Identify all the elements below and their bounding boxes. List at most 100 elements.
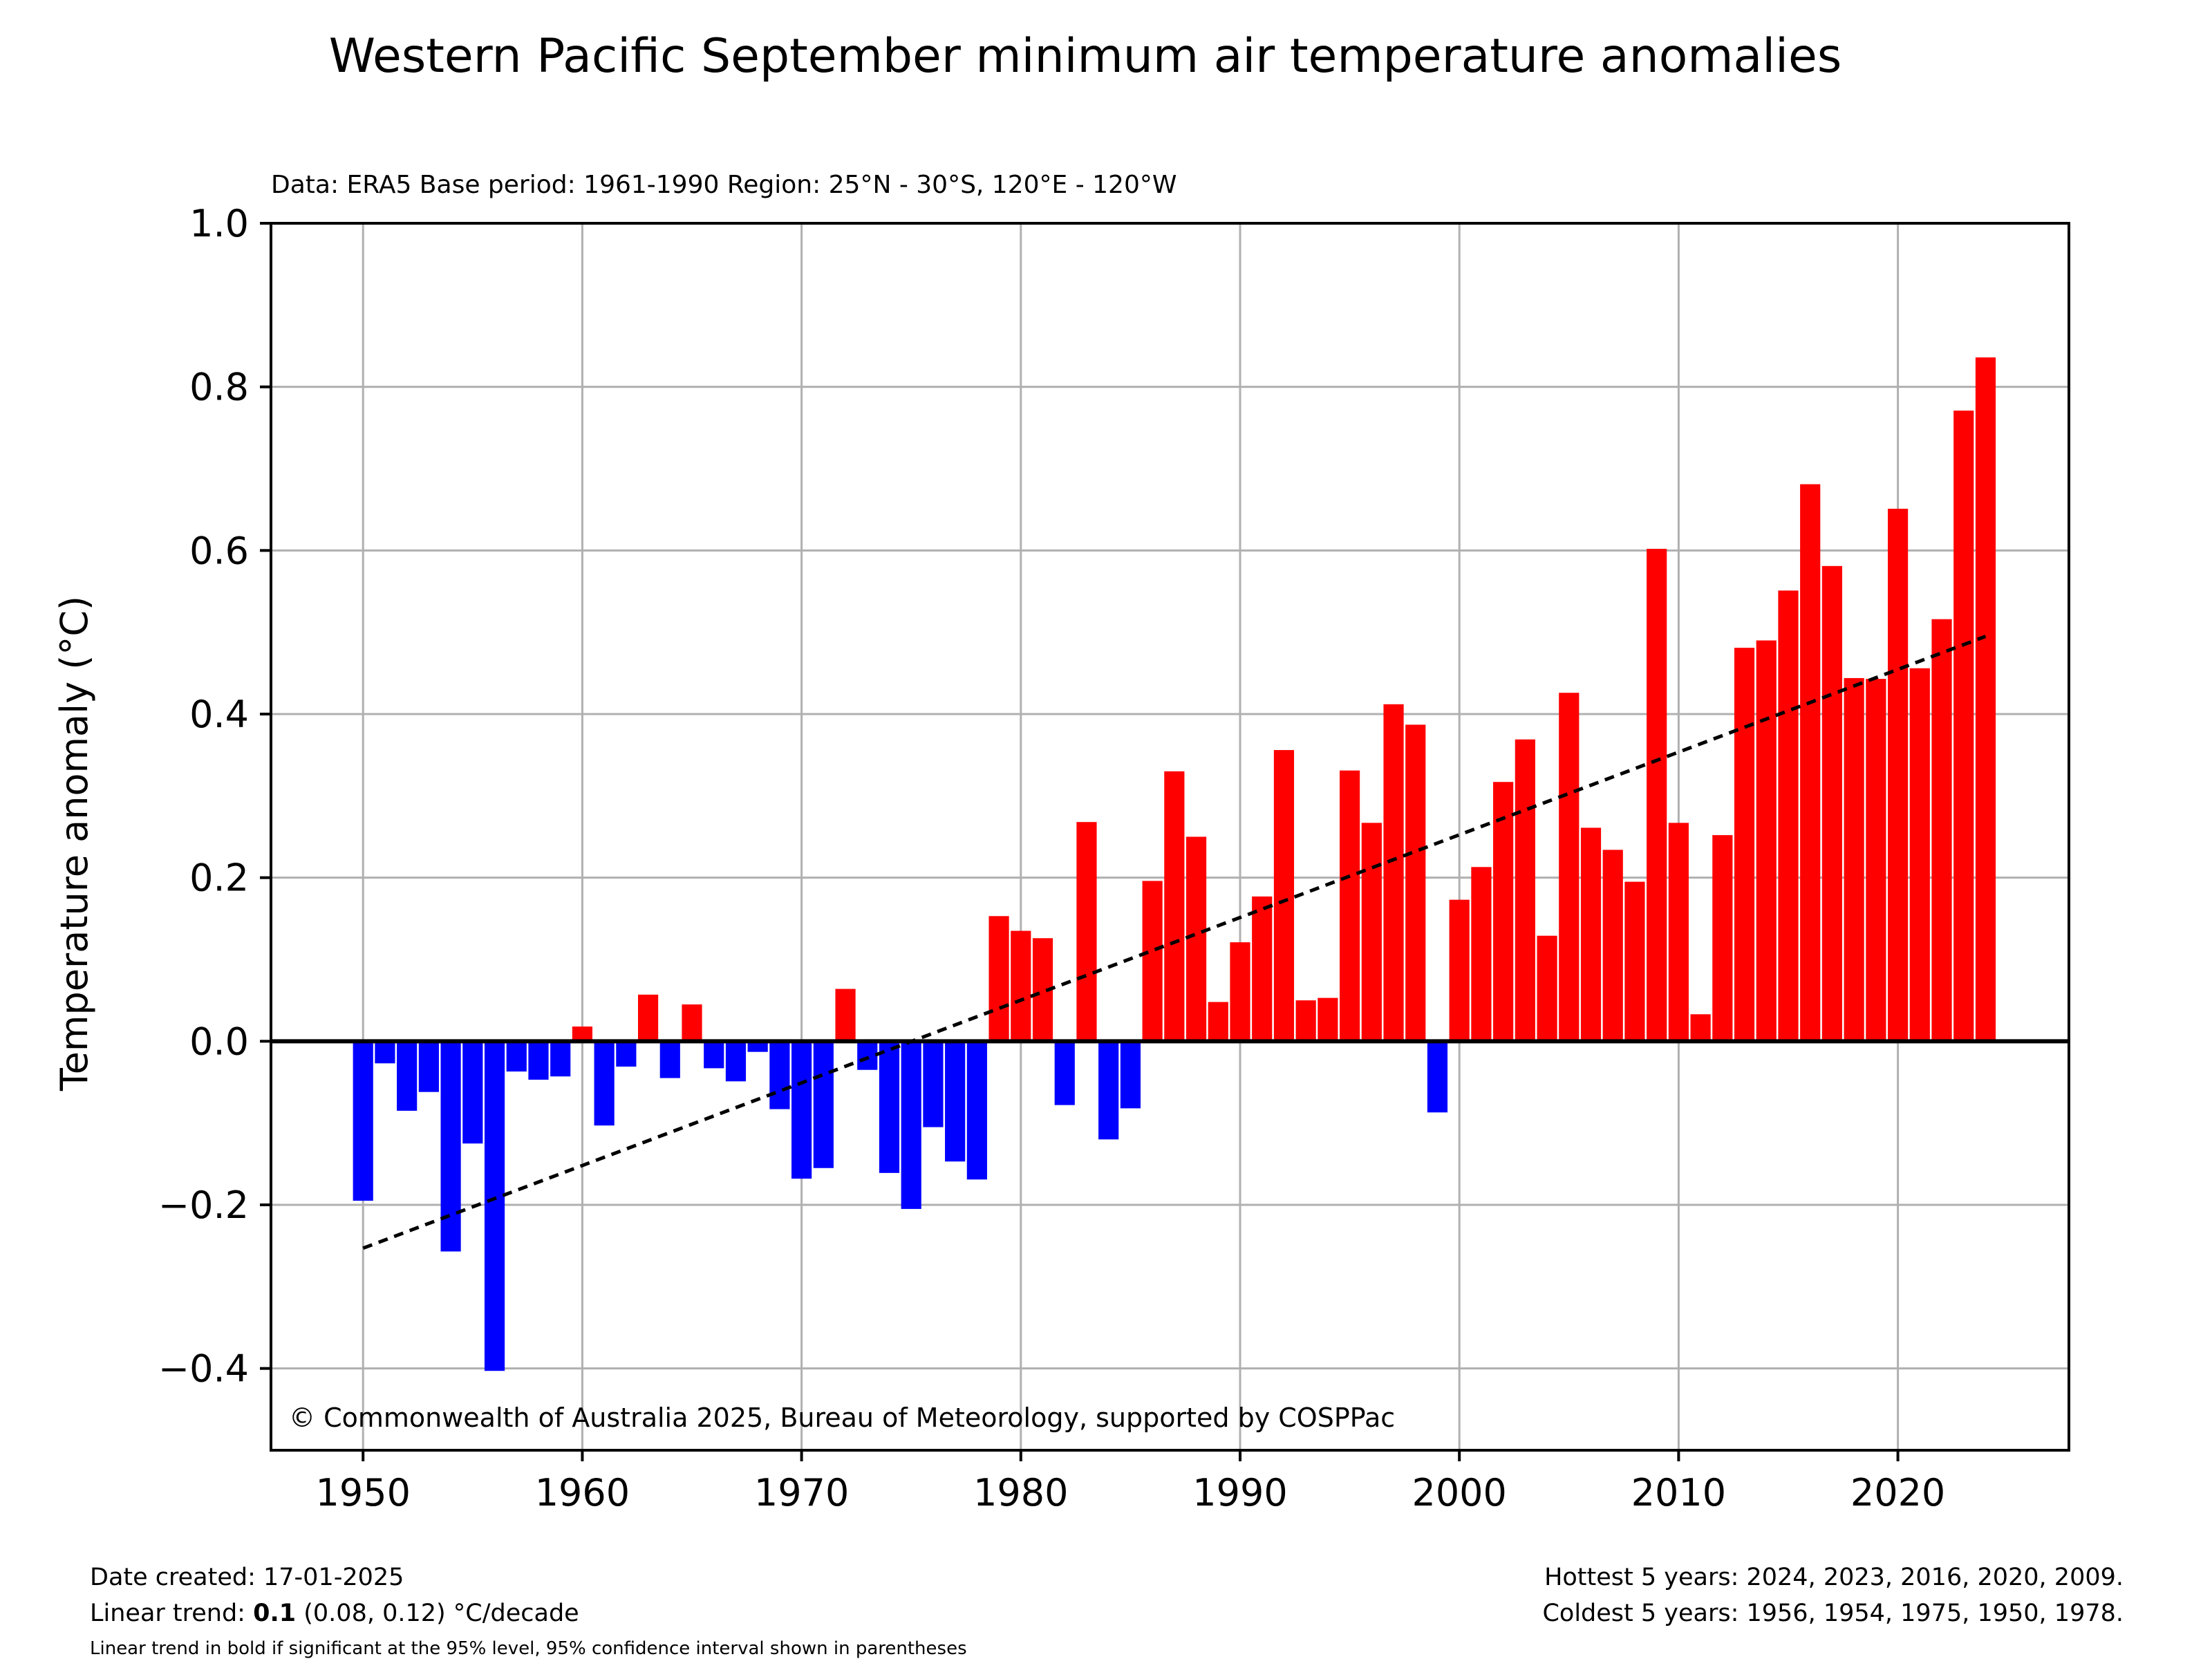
bar-1974 (879, 1041, 900, 1173)
bars (353, 357, 1996, 1371)
bar-1985 (1120, 1041, 1141, 1109)
bar-2002 (1493, 782, 1514, 1042)
bar-1998 (1405, 724, 1426, 1042)
bar-1995 (1340, 770, 1360, 1042)
bar-2021 (1909, 668, 1930, 1042)
x-tick-label: 2010 (1631, 1471, 1726, 1515)
y-tick-label: 0.2 (189, 856, 249, 900)
trend-line (362, 635, 1987, 1250)
x-tick-label: 2000 (1412, 1471, 1506, 1515)
bar-1982 (1054, 1041, 1075, 1105)
bar-1989 (1208, 1002, 1228, 1042)
x-tick-label: 1970 (754, 1471, 849, 1515)
bar-1956 (484, 1041, 505, 1371)
date-created: Date created: 17-01-2025 (90, 1564, 404, 1591)
bar-2003 (1515, 739, 1535, 1042)
bar-1987 (1164, 771, 1185, 1042)
bar-1958 (528, 1041, 549, 1080)
bar-1997 (1383, 704, 1404, 1042)
y-tick-label: 0.4 (189, 693, 249, 736)
x-axis: 1950 1960 1970 1980 1990 2000 2010 2020 (316, 1450, 1945, 1515)
bar-1965 (682, 1004, 702, 1042)
bar-1977 (945, 1041, 966, 1162)
chart-title: Western Pacific September minimum air te… (329, 29, 1842, 84)
bar-2018 (1844, 677, 1864, 1042)
bar-1976 (923, 1041, 944, 1127)
bar-1966 (704, 1041, 724, 1069)
bar-1961 (594, 1041, 615, 1126)
bar-2024 (1975, 357, 1996, 1042)
y-axis: −0.4 −0.2 0.0 0.2 0.4 0.6 0.8 1.0 (158, 202, 271, 1391)
bar-1991 (1252, 896, 1273, 1042)
y-axis-label: Temperature anomaly (°C) (53, 596, 96, 1091)
bar-1986 (1142, 881, 1163, 1042)
bar-1983 (1076, 822, 1097, 1042)
y-tick-label: 0.8 (189, 366, 249, 409)
plot-frame (270, 222, 2070, 1452)
hottest-years: Hottest 5 years: 2024, 2023, 2016, 2020,… (1544, 1564, 2124, 1591)
bar-1960 (572, 1027, 593, 1042)
bar-2015 (1778, 590, 1799, 1042)
x-tick-label: 1990 (1192, 1471, 1287, 1515)
y-tick-label: 1.0 (189, 202, 249, 245)
bar-1969 (769, 1041, 790, 1109)
copyright-annotation: © Commonwealth of Australia 2025, Bureau… (289, 1403, 1395, 1433)
bar-2016 (1800, 484, 1821, 1042)
y-tick-label: −0.2 (158, 1183, 249, 1227)
x-tick-label: 1960 (535, 1471, 630, 1515)
bar-1971 (813, 1041, 834, 1168)
chart-subtitle: Data: ERA5 Base period: 1961-1990 Region… (271, 171, 1177, 199)
bar-2012 (1712, 835, 1733, 1042)
bar-1975 (901, 1041, 921, 1209)
bar-1951 (375, 1041, 395, 1064)
bar-1954 (440, 1041, 461, 1252)
x-tick-label: 2020 (1850, 1471, 1945, 1515)
bar-2023 (1953, 410, 1974, 1042)
bar-1967 (725, 1041, 747, 1082)
bar-1970 (791, 1041, 812, 1179)
y-tick-label: −0.4 (158, 1347, 249, 1391)
bar-2009 (1647, 548, 1667, 1042)
bar-2019 (1866, 679, 1886, 1042)
bar-1955 (462, 1041, 483, 1144)
bar-2020 (1887, 508, 1909, 1042)
bar-1957 (506, 1041, 527, 1072)
bar-1964 (659, 1041, 680, 1078)
bar-1984 (1098, 1041, 1119, 1140)
bar-2007 (1602, 850, 1623, 1042)
bar-1959 (550, 1041, 571, 1077)
y-tick-label: 0.6 (189, 529, 249, 572)
bar-1972 (835, 988, 856, 1042)
bar-1999 (1427, 1041, 1448, 1113)
bar-2017 (1821, 565, 1843, 1042)
bar-1978 (966, 1041, 987, 1180)
linear-trend-value: 0.1 (253, 1600, 296, 1627)
bar-1950 (353, 1041, 373, 1201)
trend-note: Linear trend in bold if significant at t… (90, 1638, 967, 1659)
x-tick-label: 1950 (316, 1471, 411, 1515)
bar-1980 (1011, 930, 1031, 1042)
x-tick-label: 1980 (973, 1471, 1068, 1515)
bar-1990 (1230, 942, 1250, 1042)
bar-2014 (1756, 640, 1777, 1042)
bar-1952 (397, 1041, 418, 1111)
linear-trend-prefix: Linear trend: (90, 1600, 253, 1627)
bar-1996 (1361, 823, 1382, 1042)
bar-2004 (1537, 935, 1557, 1042)
bar-2008 (1624, 881, 1645, 1042)
bar-1963 (637, 994, 659, 1042)
bar-1973 (857, 1041, 878, 1070)
y-tick-label: 0.0 (189, 1020, 249, 1063)
bar-2013 (1734, 648, 1755, 1042)
linear-trend: Linear trend: 0.1 (0.08, 0.12) °C/decade (90, 1600, 579, 1627)
bar-2005 (1559, 693, 1580, 1042)
bar-2001 (1471, 867, 1492, 1042)
bar-1953 (418, 1041, 439, 1092)
bar-2011 (1690, 1014, 1711, 1042)
linear-trend-suffix: (0.08, 0.12) °C/decade (296, 1600, 579, 1627)
bar-1962 (616, 1041, 637, 1067)
bar-1994 (1318, 997, 1338, 1042)
bar-1992 (1273, 750, 1295, 1042)
coldest-years: Coldest 5 years: 1956, 1954, 1975, 1950,… (1542, 1600, 2124, 1627)
